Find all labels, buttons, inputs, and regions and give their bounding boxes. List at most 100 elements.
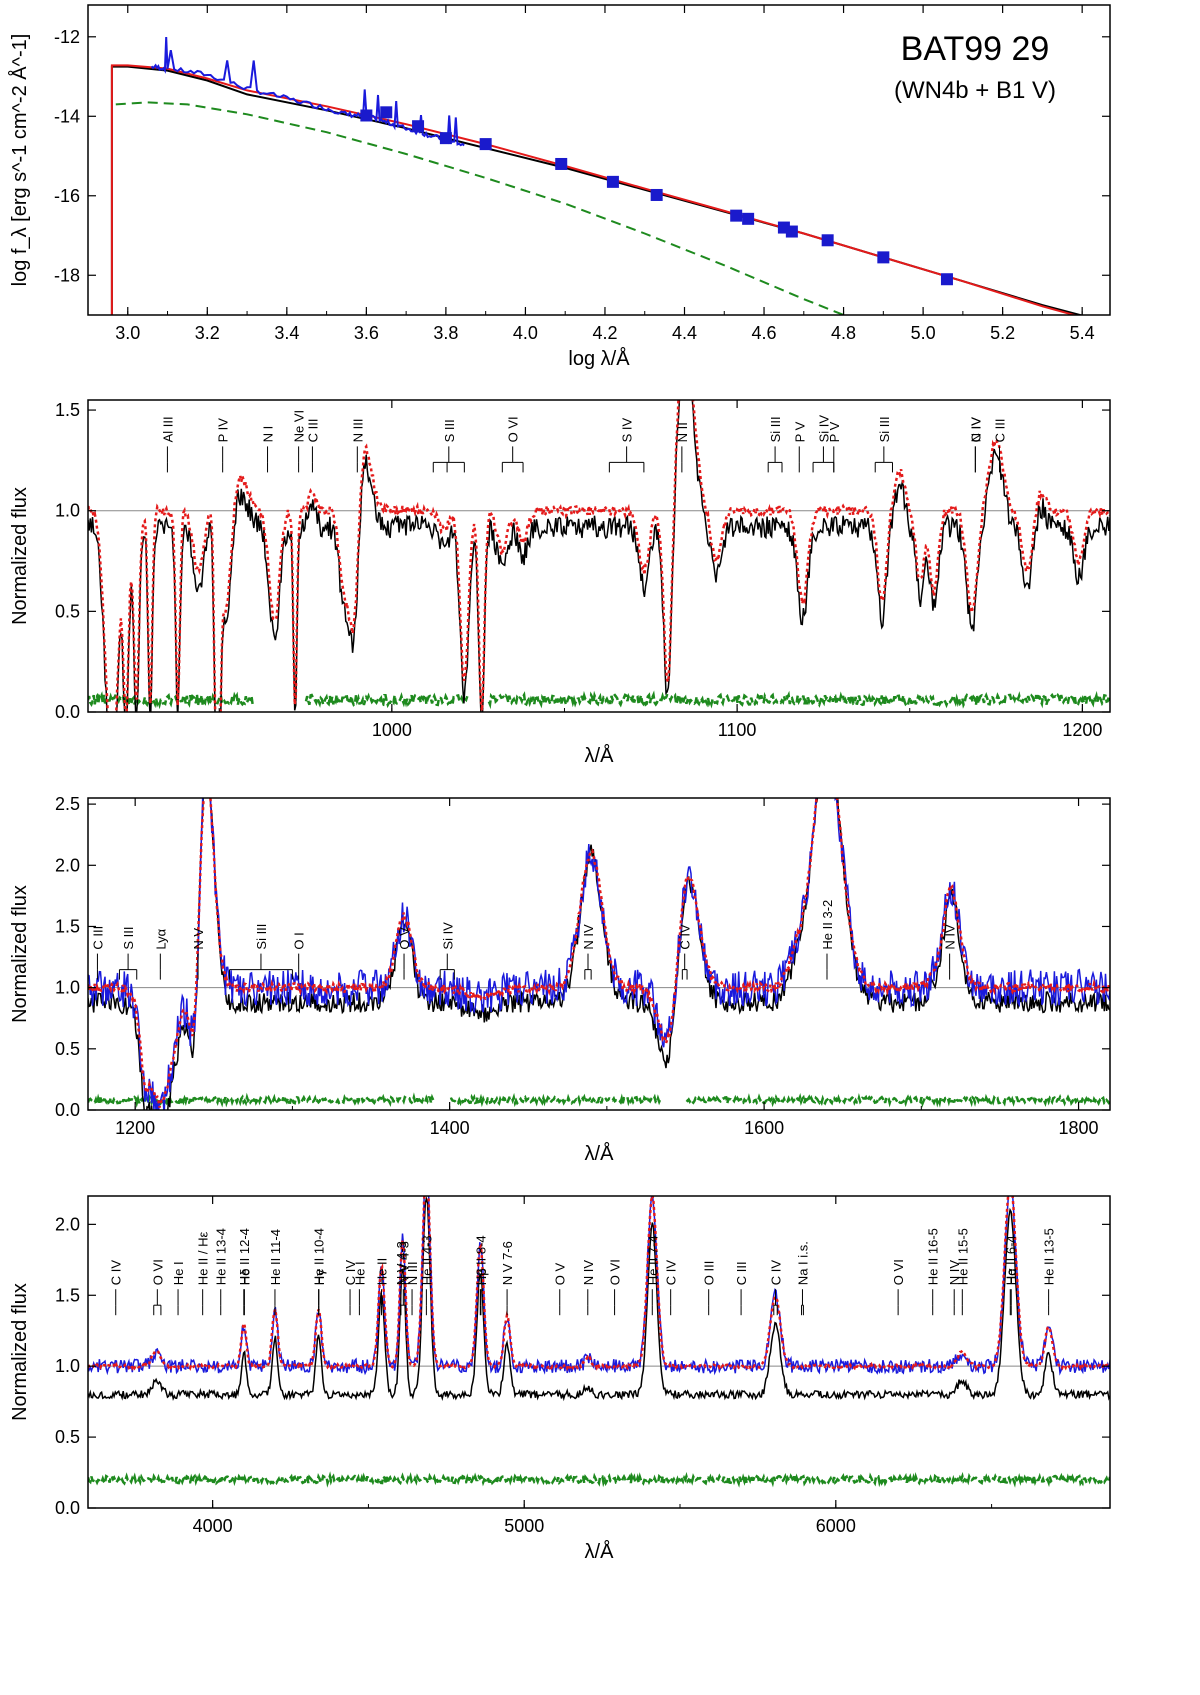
sed-series-composite_model bbox=[110, 64, 1078, 315]
sed-series-observed bbox=[150, 37, 465, 147]
optical-line-id-label: N V 4-3 bbox=[394, 1241, 409, 1285]
uv-line-id: Si III bbox=[229, 924, 293, 980]
sed-photometry-point bbox=[439, 132, 452, 145]
uv-line-id-label: C III bbox=[90, 926, 105, 950]
fuv-line-id-label: P V bbox=[827, 421, 842, 442]
optical-line-id-label: He II 7-4 bbox=[645, 1235, 660, 1285]
uv-line-id-label: Si III bbox=[254, 924, 269, 950]
fuv-line-id: Si IV bbox=[812, 415, 835, 473]
optical-line-id: He II bbox=[375, 1258, 390, 1316]
fuv-ytick-label: 0.0 bbox=[55, 702, 80, 722]
sed-xtick-label: 5.2 bbox=[990, 323, 1015, 343]
uv-line-id-label: Lyα bbox=[153, 928, 168, 949]
sed-xlabel: log λ/Å bbox=[568, 347, 630, 370]
sed-photometry-point bbox=[360, 109, 373, 122]
uv-line-id-label: He II 3-2 bbox=[820, 900, 835, 950]
uv-line-id: N V bbox=[191, 928, 206, 980]
fuv-line-id-label: P V bbox=[792, 421, 807, 442]
optical-line-id: O III bbox=[702, 1261, 717, 1316]
optical-line-id-label: Na I i.s. bbox=[795, 1241, 810, 1285]
optical-line-id: He II / Hε bbox=[196, 1232, 211, 1316]
sed-photometry-point bbox=[742, 212, 755, 225]
optical-line-id-label: He II 13-4 bbox=[214, 1228, 229, 1285]
fuv-line-id: P IV bbox=[216, 418, 231, 473]
optical-line-id: N IV bbox=[947, 1260, 962, 1316]
optical-composite-model bbox=[88, 1196, 1110, 1372]
optical-ytick-label: 1.5 bbox=[55, 1285, 80, 1305]
fuv-line-id-label: O VI bbox=[506, 416, 521, 442]
uv-line-id-label: N V bbox=[191, 928, 206, 950]
fuv-line-id: N IV bbox=[968, 417, 983, 473]
fuv-line-id-label: Si IV bbox=[816, 415, 831, 443]
optical-line-id-label: He II 13-5 bbox=[1042, 1228, 1057, 1285]
sed-ylabel: log f_λ [erg s^-1 cm^-2 Å^-1] bbox=[8, 34, 31, 287]
uv-ytick-label: 2.0 bbox=[55, 855, 80, 875]
optical-line-id: O V bbox=[553, 1262, 568, 1316]
fuv-line-id-label: N I bbox=[261, 426, 276, 443]
optical-line-id: N V 7-6 bbox=[500, 1241, 515, 1316]
uv-composite-model bbox=[88, 798, 1110, 1108]
optical-line-id-label: He II 8-4 bbox=[473, 1235, 488, 1285]
optical-line-id: He II 7-4 bbox=[645, 1235, 660, 1316]
fuv-ytick-label: 0.5 bbox=[55, 601, 80, 621]
optical-xtick-label: 4000 bbox=[193, 1516, 233, 1536]
optical-line-id-label: Hα bbox=[1004, 1268, 1019, 1285]
optical-line-id-label: C IV bbox=[343, 1260, 358, 1286]
optical-line-id-label: O VI bbox=[891, 1259, 906, 1285]
uv-xtick-label: 1200 bbox=[115, 1118, 155, 1138]
optical-panel: 4000 5000 6000 0.0 0.5 1.0 1.5 2.0 λ/Å Normalized… bbox=[9, 1195, 1111, 1563]
fuv-line-id-label: Ne VI bbox=[292, 410, 307, 443]
sed-photometry-point bbox=[940, 273, 953, 286]
fuv-companion-model bbox=[88, 690, 1110, 710]
optical-line-id: N V 4-3 bbox=[394, 1241, 409, 1316]
sed-ytick-label: -12 bbox=[54, 27, 80, 47]
uv-line-id: C IV bbox=[678, 924, 693, 980]
optical-line-id-label: He II 10-4 bbox=[312, 1228, 327, 1285]
fuv-ytick-label: 1.5 bbox=[55, 400, 80, 420]
fuv-wn-model bbox=[88, 400, 1110, 712]
uv-plot-area bbox=[88, 798, 1110, 1110]
fuv-line-id-label: C IV bbox=[968, 417, 983, 443]
uv-panel: 1200 1400 1600 1800 0.0 0.5 1.0 1.5 2.0 2.5 λ/Å Nor… bbox=[9, 794, 1111, 1165]
uv-line-id: He II 3-2 bbox=[820, 900, 835, 980]
optical-line-id-label: C III bbox=[734, 1261, 749, 1285]
fuv-line-id-label: N II bbox=[675, 422, 690, 442]
fuv-line-id: S III bbox=[432, 419, 465, 473]
optical-line-id-label: O V bbox=[553, 1262, 568, 1285]
optical-line-id: He I bbox=[352, 1261, 367, 1316]
sed-photometry-point bbox=[730, 209, 743, 222]
fuv-line-id: Al III bbox=[160, 416, 175, 473]
sed-ytick-label: -16 bbox=[54, 186, 80, 206]
sed-panel: 3.0 3.2 3.4 3.6 3.8 4.0 4.2 4.4 4.6 4.8 5.0 5.2 5.4 -… bbox=[8, 4, 1111, 370]
optical-line-id: C IV bbox=[343, 1260, 358, 1316]
sed-plot-area bbox=[110, 37, 1084, 315]
sed-photometry-point bbox=[479, 138, 492, 151]
optical-frame bbox=[87, 1195, 1111, 1509]
optical-line-id-label: N IV bbox=[947, 1260, 962, 1286]
optical-line-id-label: C IV bbox=[109, 1260, 124, 1286]
sed-photometry-point bbox=[380, 106, 393, 119]
optical-line-id: He II 11-4 bbox=[268, 1229, 283, 1316]
fuv-plot-area bbox=[88, 400, 1110, 712]
optical-line-id-label: He II / Hε bbox=[196, 1232, 211, 1286]
optical-line-id: O VI bbox=[150, 1259, 165, 1316]
optical-line-id: He II 15-5 bbox=[955, 1228, 970, 1316]
sed-xtick-label: 4.6 bbox=[752, 323, 777, 343]
optical-line-id: N IV bbox=[581, 1260, 596, 1316]
fuv-line-id-label: N III bbox=[350, 419, 365, 443]
optical-ytick-label: 0.0 bbox=[55, 1498, 80, 1518]
uv-line-id-label: Si IV bbox=[440, 922, 455, 950]
fuv-line-id: N I bbox=[261, 426, 276, 473]
optical-line-id-label: C IV bbox=[664, 1260, 679, 1286]
fuv-line-id-label: Al III bbox=[160, 416, 175, 442]
optical-line-id: C IV bbox=[769, 1260, 784, 1316]
optical-ytick-label: 0.5 bbox=[55, 1427, 80, 1447]
optical-line-id-label: N III bbox=[405, 1261, 420, 1285]
fuv-panel: 1000 1100 1200 0.0 0.5 1.0 1.5 λ/Å Normalized fl… bbox=[9, 399, 1111, 767]
sed-series-wn_model bbox=[110, 65, 1084, 315]
fuv-line-id: O VI bbox=[501, 416, 524, 473]
uv-line-id: O V bbox=[397, 927, 412, 980]
optical-ytick-label: 1.0 bbox=[55, 1356, 80, 1376]
optical-plot-area bbox=[88, 1196, 1110, 1488]
